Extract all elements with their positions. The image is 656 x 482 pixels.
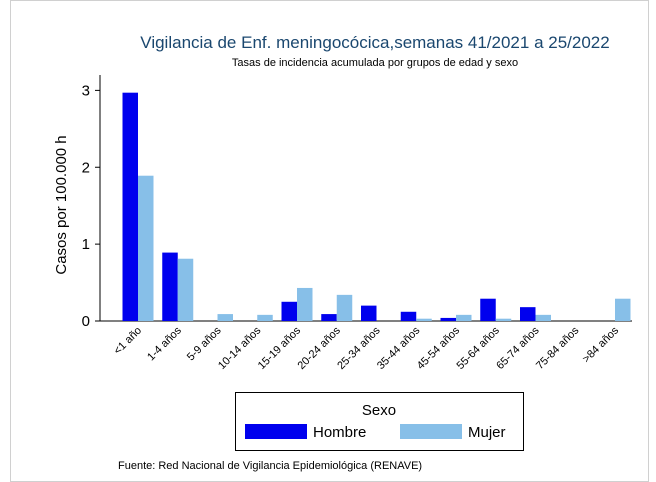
bar: [257, 314, 273, 321]
bar: [615, 298, 631, 321]
legend-swatch: [245, 424, 307, 439]
bar: [336, 294, 353, 321]
bar: [138, 175, 154, 321]
legend-swatch: [400, 424, 462, 439]
legend-label: Mujer: [468, 424, 506, 441]
bar: [440, 317, 456, 321]
y-tick-label: 1: [82, 236, 90, 253]
bar: [400, 311, 417, 321]
y-tick-label: 2: [82, 159, 90, 176]
bar: [535, 314, 551, 321]
y-axis-label: Casos por 100.000 h: [53, 135, 70, 274]
bar: [177, 258, 194, 321]
chart-subtitle: Tasas de incidencia acumulada por grupos…: [232, 57, 518, 69]
bar: [281, 301, 297, 321]
source-note: Fuente: Red Nacional de Vigilancia Epide…: [118, 460, 422, 472]
bar: [217, 314, 233, 321]
bar: [361, 305, 377, 321]
bar: [520, 307, 536, 321]
bar: [480, 298, 496, 321]
chart-title: Vigilancia de Enf. meningocócica,semanas…: [140, 33, 609, 52]
y-tick-label: 3: [82, 82, 90, 99]
bar: [162, 252, 178, 321]
bar: [495, 318, 512, 321]
legend-title: Sexo: [362, 402, 396, 419]
y-tick-label: 0: [82, 313, 90, 330]
bar: [122, 92, 138, 322]
bar: [416, 318, 432, 321]
bar: [297, 287, 313, 321]
bar: [456, 314, 472, 321]
legend-box: [235, 392, 524, 451]
legend-label: Hombre: [313, 424, 366, 441]
bar: [321, 314, 337, 321]
